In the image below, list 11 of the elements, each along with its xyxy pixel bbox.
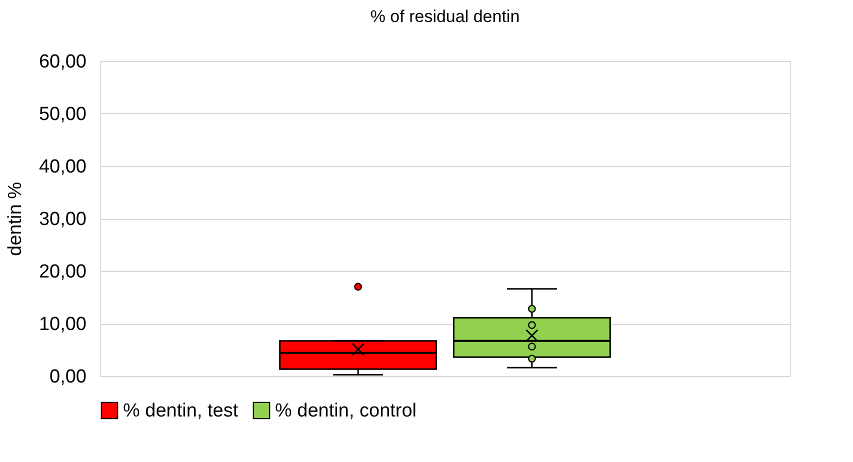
- y-axis-title: dentin %: [4, 182, 26, 256]
- y-tick-label: 40,00: [38, 156, 86, 178]
- legend-label: % dentin, control: [275, 400, 417, 422]
- y-tick-label: 10,00: [38, 314, 86, 335]
- y-tick-label: 60,00: [38, 52, 86, 72]
- y-tick-label: 20,00: [38, 262, 86, 282]
- y-tick-label: 50,00: [38, 104, 86, 125]
- legend-label: % dentin, test: [123, 400, 239, 422]
- y-tick-label: 30,00: [38, 209, 86, 230]
- chart-title: % of residual dentin: [370, 7, 520, 26]
- y-tick-label: 0,00: [50, 366, 86, 388]
